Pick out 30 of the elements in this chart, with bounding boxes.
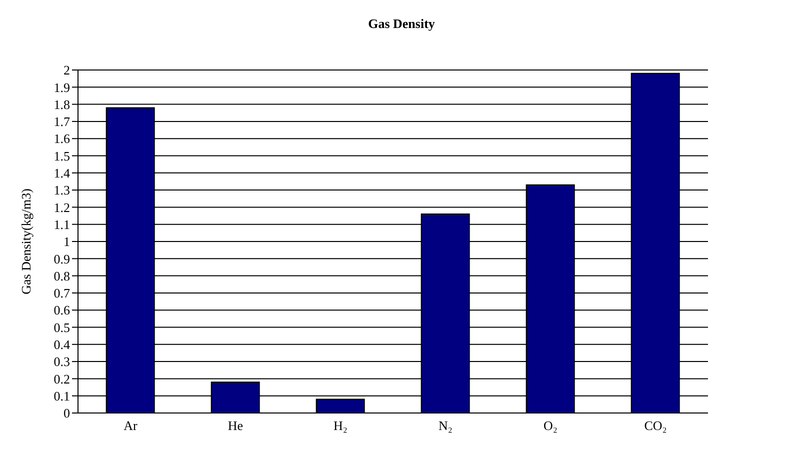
y-tick-label: 0.3 [54,354,70,370]
y-tick-label: 1.1 [54,216,70,232]
x-tick-label: CO₂ [644,418,667,434]
y-tick-label: 0 [64,406,70,421]
y-tick-label: 0.4 [54,337,70,352]
y-tick-label: 1.9 [54,80,70,95]
x-tick-label: Ar [124,418,138,434]
y-tick-label: 0.6 [54,302,70,318]
chart-title: Gas Density [367,15,436,33]
y-tick-label: 0.9 [54,251,70,266]
y-tick-label: 1.5 [54,148,70,164]
y-tick-label: 2 [64,62,70,78]
y-tick-label: 0.5 [54,320,70,335]
y-tick-label: 1 [64,234,70,250]
y-tick-label: 0.8 [54,268,70,284]
x-tick-label: O₂ [544,418,558,434]
y-tick-label: 0.2 [54,371,70,386]
y-tick-label: 0.7 [54,286,70,301]
y-tick-label: 1.3 [54,182,70,198]
y-axis-title: Gas Density(kg/m3) [18,188,34,294]
y-tick-label: 0.1 [54,388,70,404]
bar [316,398,365,413]
y-tick-label: 1.8 [54,96,70,112]
x-tick-label: N₂ [438,418,452,434]
x-tick-label: H₂ [334,418,348,434]
y-tick-label: 1.2 [54,200,70,215]
y-tick-label: 1.7 [54,114,70,130]
y-tick-label: 1.6 [54,131,70,146]
x-tick-label: He [228,418,244,434]
y-tick-label: 1.4 [54,166,70,181]
